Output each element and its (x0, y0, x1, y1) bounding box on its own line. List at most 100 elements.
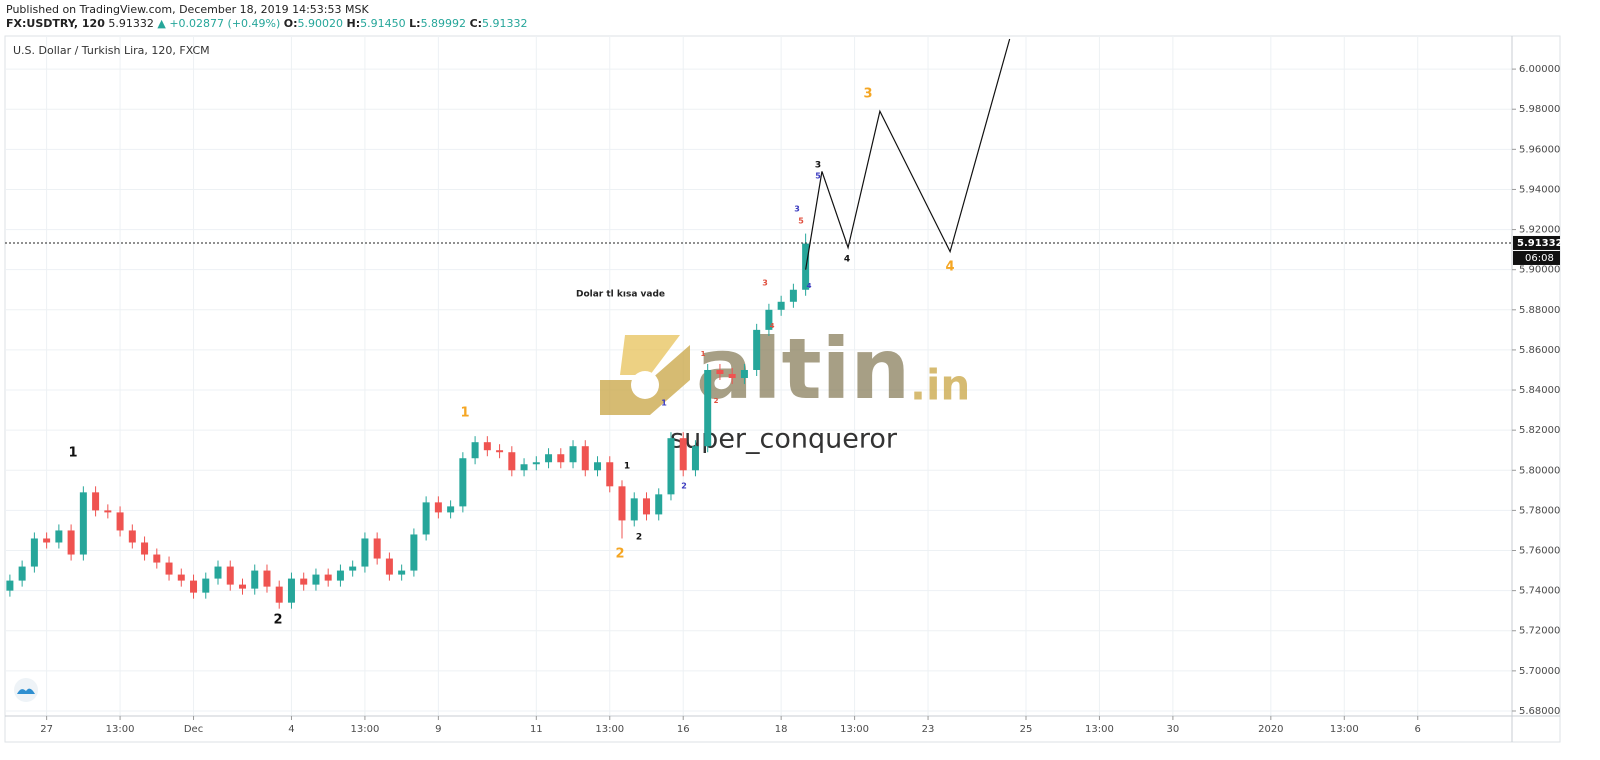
candle-body (30, 538, 38, 567)
candle-body (18, 566, 26, 581)
header: Published on TradingView.com, December 1… (6, 3, 528, 31)
logo-part (631, 371, 659, 399)
symbol: FX:USDTRY, 120 (6, 17, 105, 30)
wave-label: 2 (615, 547, 624, 562)
wave-label: 4 (945, 260, 954, 275)
wave-label: 1 (624, 462, 630, 472)
candle-body (177, 574, 185, 581)
o-label: O: (283, 17, 298, 30)
candle-body (777, 301, 785, 310)
candle-body (165, 562, 173, 575)
x-tick-label: 23 (922, 724, 935, 735)
last: 5.91332 (108, 17, 154, 30)
wave-label: 1 (701, 350, 706, 358)
candle-body (349, 566, 357, 571)
published: Published on TradingView.com, December 1… (6, 3, 369, 16)
candle-body (67, 530, 75, 555)
x-tick-label: 13:00 (351, 724, 380, 735)
candle-body (361, 538, 369, 567)
watermark: altin .in (600, 320, 970, 418)
y-tick-label: 5.68000 (1519, 706, 1560, 717)
x-tick-label: 2020 (1258, 724, 1283, 735)
candle-body (655, 494, 663, 515)
y-tick-label: 5.80000 (1519, 465, 1560, 476)
candle-body (275, 586, 283, 603)
candle-body (618, 486, 626, 521)
x-tick-label: 4 (288, 724, 294, 735)
candle-body (385, 558, 393, 575)
wave-label: 1 (460, 406, 469, 421)
y-tick-label: 5.72000 (1519, 626, 1560, 637)
change: ▲ +0.02877 (+0.49%) (157, 17, 281, 30)
candle-body (324, 574, 332, 581)
candle-body (202, 578, 210, 593)
candle-body (704, 369, 712, 447)
y-tick-label: 5.86000 (1519, 345, 1560, 356)
y-tick-label: 5.88000 (1519, 305, 1560, 316)
x-tick-label: 25 (1020, 724, 1033, 735)
candle-body (312, 574, 320, 585)
l: 5.89992 (420, 17, 467, 30)
countdown-box (1513, 250, 1560, 265)
candle-body (116, 512, 124, 531)
y-tick-label: 6.00000 (1519, 64, 1560, 75)
candle-body (434, 502, 442, 513)
x-tick-label: 13:00 (840, 724, 869, 735)
candle-body (336, 570, 344, 581)
wave-label: 3 (794, 205, 800, 214)
candle-body (104, 510, 112, 513)
wave-label: 4 (844, 255, 850, 265)
candle-body (300, 578, 308, 585)
candle-body (532, 462, 540, 465)
candle-body (557, 454, 565, 463)
candle-body (630, 498, 638, 521)
candle-body (422, 502, 430, 535)
candle-body (410, 534, 418, 571)
candle-body (287, 578, 295, 603)
candle-body (483, 442, 491, 451)
candle-body (43, 538, 51, 543)
candle-body (398, 570, 406, 575)
wave-label: 3 (863, 87, 872, 102)
o: 5.90020 (297, 17, 344, 30)
projection-line (805, 38, 1011, 270)
chart-frame (4, 35, 1561, 743)
h-label: H: (346, 17, 361, 30)
candle-body (667, 438, 675, 495)
candle-body (753, 329, 761, 370)
candle-body (606, 462, 614, 487)
candle-body (79, 492, 87, 555)
candle-body (6, 580, 14, 591)
wave-label: 3 (762, 279, 768, 288)
candle-body (520, 464, 528, 471)
candle-body (789, 289, 797, 302)
y-tick-label: 5.78000 (1519, 505, 1560, 516)
x-tick-label: 13:00 (595, 724, 624, 735)
chart-title: U.S. Dollar / Turkish Lira, 120, FXCM (13, 44, 210, 57)
candle-body (141, 542, 149, 555)
candle-body (226, 566, 234, 585)
candle-body (92, 492, 100, 511)
logo-part (620, 335, 680, 375)
candle-body (594, 462, 602, 471)
y-tick-label: 5.98000 (1519, 104, 1560, 115)
x-tick-label: 13:00 (1330, 724, 1359, 735)
c-label: C: (469, 17, 483, 30)
x-tick-label: 13:00 (1085, 724, 1114, 735)
watermark-brand: altin (696, 320, 910, 418)
candle-body (581, 446, 589, 471)
c: 5.91332 (482, 17, 528, 30)
candle-body (691, 446, 699, 471)
wave-label: 1 (68, 446, 77, 461)
watermark-suffix: .in (910, 361, 970, 410)
y-tick-label: 5.70000 (1519, 666, 1560, 677)
candle-body (765, 309, 773, 330)
x-tick-label: 18 (775, 724, 788, 735)
candle-body (238, 584, 246, 589)
x-tick-label: 16 (677, 724, 690, 735)
x-tick-label: 6 (1415, 724, 1421, 735)
x-tick-label: 9 (435, 724, 441, 735)
candle-body (459, 458, 467, 507)
candle-body (128, 530, 136, 543)
candle-body (716, 369, 724, 374)
